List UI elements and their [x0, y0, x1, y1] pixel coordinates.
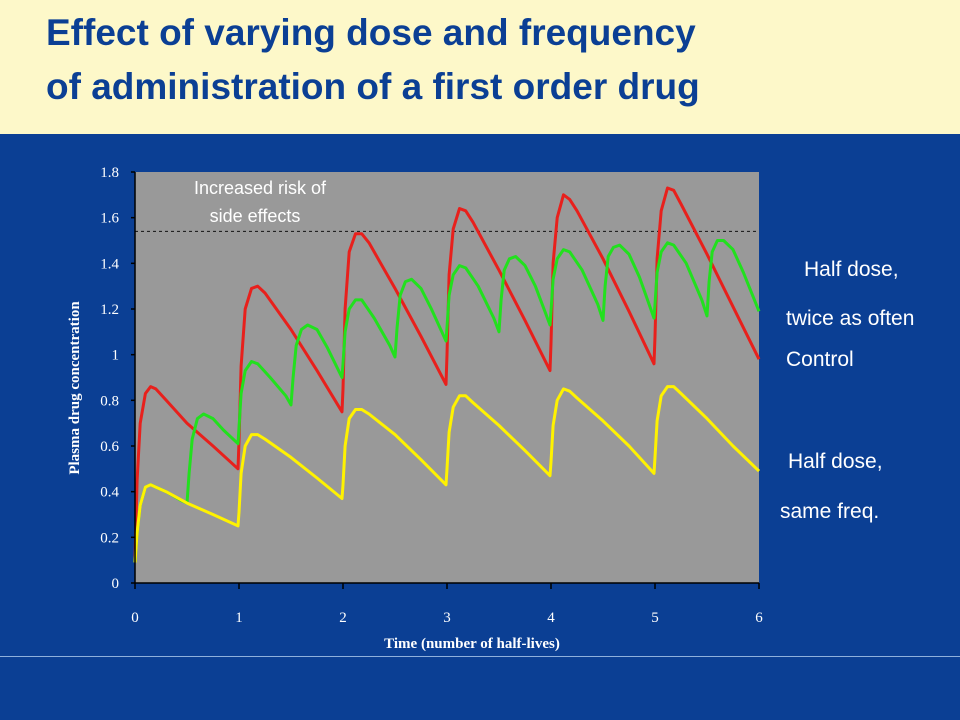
x-tick-label: 0: [131, 610, 139, 626]
slide-title-line2: of administration of a first order drug: [46, 66, 700, 107]
series-line-half-dose-same: [133, 385, 761, 563]
y-ticks: 0 0.2 0.4 0.6 0.8 1 1.2 1.4 1.6 1.8: [100, 165, 135, 592]
y-tick-label: 1.6: [100, 211, 119, 227]
y-tick-label: 0.4: [100, 485, 119, 501]
series-line-control: [133, 186, 761, 561]
y-tick-label: 0: [112, 576, 120, 592]
y-tick-label: 1: [112, 348, 120, 364]
threshold-label-line1: Increased risk of: [194, 178, 327, 198]
title-band: [0, 0, 960, 134]
x-ticks: 0 1 2 3 4 5 6: [131, 583, 763, 626]
x-tick-label: 6: [755, 610, 763, 626]
y-axis-label: Plasma drug concentration: [67, 301, 83, 475]
series-line-half-dose-twice: [133, 239, 761, 563]
x-axis-label: Time (number of half-lives): [384, 636, 560, 652]
series-label-half-dose-same-line1: Half dose,: [788, 450, 883, 473]
y-tick-label: 1.4: [100, 256, 119, 272]
series-layer: [133, 186, 761, 563]
footer-divider: [0, 656, 960, 657]
y-tick-label: 1.8: [100, 165, 119, 181]
series-label-half-dose-same-line2: same freq.: [780, 500, 880, 523]
y-tick-label: 0.8: [100, 393, 119, 409]
threshold-label-line2: side effects: [210, 206, 301, 226]
y-tick-label: 1.2: [100, 302, 119, 318]
x-tick-label: 2: [339, 610, 347, 626]
series-label-control: Control: [786, 348, 854, 371]
x-tick-label: 4: [547, 610, 555, 626]
series-label-half-dose-twice-line2: twice as often: [786, 307, 915, 330]
slide-title-line1: Effect of varying dose and frequency: [46, 12, 696, 53]
y-tick-label: 0.2: [100, 530, 119, 546]
x-tick-label: 5: [651, 610, 659, 626]
y-tick-label: 0.6: [100, 439, 119, 455]
x-tick-label: 1: [235, 610, 243, 626]
series-label-half-dose-twice-line1: Half dose,: [804, 258, 899, 281]
x-tick-label: 3: [443, 610, 451, 626]
